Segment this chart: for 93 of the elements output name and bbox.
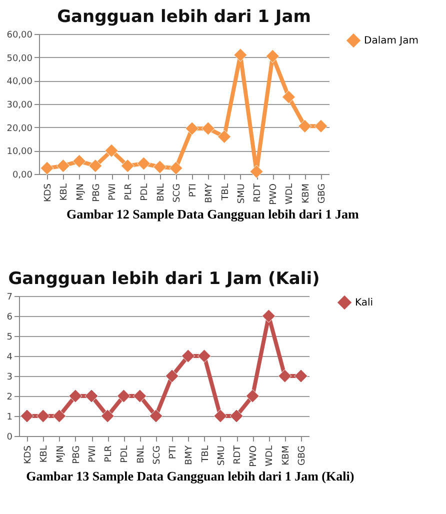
point (185, 122, 199, 136)
x-tick-label: PWO (249, 446, 260, 467)
x-tick-label: KBL (40, 446, 50, 463)
x-tick-label: BMY (184, 445, 195, 465)
point (100, 409, 114, 423)
point (149, 409, 163, 423)
x-tick-label: RDT (233, 445, 243, 464)
y-tick-label: 2 (6, 392, 12, 402)
y-tick-label: 5 (6, 332, 12, 342)
y-tick-label: 20,00 (6, 124, 33, 134)
x-tick-label: PLR (124, 184, 134, 200)
y-tick-label: 10,00 (6, 147, 33, 158)
y-tick-label: 4 (6, 352, 13, 362)
x-tick-label: BMY (204, 183, 215, 203)
point (246, 389, 260, 403)
x-tick-label: PDL (140, 184, 150, 201)
legend-label: Kali (355, 298, 374, 308)
y-tick-label: 30,00 (6, 100, 33, 110)
point (262, 309, 276, 323)
point (181, 349, 195, 363)
x-tick-label: WDL (285, 184, 296, 204)
x-tick-label: SCG (172, 183, 182, 202)
legend-label: Dalam Jam (364, 36, 418, 46)
y-tick-label: 1 (6, 412, 12, 422)
x-tick-label: RDT (253, 183, 263, 202)
point (201, 122, 215, 136)
x-tick-label: TBL (220, 184, 231, 202)
chart-title: Gangguan lebih dari 1 Jam (57, 7, 311, 27)
x-tick-label: PWI (88, 446, 98, 462)
point (298, 119, 312, 133)
x-tick-label: MJN (76, 184, 86, 201)
y-tick-label: 3 (6, 372, 12, 382)
point (20, 409, 34, 423)
point (198, 349, 212, 363)
x-tick-label: PTI (168, 446, 179, 460)
point (282, 90, 296, 104)
x-tick-label: TBL (200, 446, 211, 464)
point (165, 369, 179, 383)
text: Gambar 12 Sample Data Gangguan lebih dari 1 Jam (66, 206, 359, 222)
point (230, 409, 244, 423)
x-tick-label: KBM (281, 446, 292, 466)
x-tick-label: BNL (156, 184, 166, 202)
point (314, 119, 328, 133)
y-tick-label: 0,00 (12, 170, 33, 180)
point (169, 161, 183, 175)
point (84, 389, 98, 403)
y-tick-label: 60,00 (6, 30, 33, 40)
point (294, 369, 308, 383)
x-tick-label: SCG (152, 445, 162, 464)
x-tick-label: SMU (216, 446, 227, 466)
point (133, 389, 147, 403)
x-tick-label: MJN (56, 446, 66, 463)
x-tick-label: PLR (104, 446, 114, 462)
point (88, 159, 102, 173)
point (214, 409, 228, 423)
point (234, 48, 248, 62)
x-tick-label: GBG (297, 445, 308, 466)
y-tick-label: 40,00 (6, 77, 33, 88)
point (104, 144, 118, 158)
chart-title: Gangguan lebih dari 1 Jam (Kali) (8, 269, 320, 289)
x-tick-label: GBG (317, 183, 328, 204)
x-tick-label: PDL (120, 446, 130, 463)
point (68, 389, 82, 403)
point (153, 160, 167, 174)
point (72, 154, 86, 168)
x-tick-label: KBM (301, 184, 312, 204)
x-tick-label: SMU (236, 184, 247, 204)
point (120, 159, 134, 173)
point (52, 409, 66, 423)
x-tick-label: BNL (136, 446, 146, 464)
x-tick-label: PWI (108, 184, 118, 200)
x-tick-label: KDS (24, 445, 34, 464)
point (36, 409, 50, 423)
x-tick-label: PWO (269, 184, 280, 205)
x-tick-label: KBL (60, 184, 70, 201)
point (278, 369, 292, 383)
point (40, 161, 54, 175)
point (56, 159, 70, 173)
x-tick-label: PBG (72, 445, 82, 464)
x-tick-label: PTI (188, 184, 199, 198)
x-tick-label: KDS (44, 183, 54, 202)
text: Gambar 13 Sample Data Gangguan lebih dari 1 Jam (Kali) (26, 468, 354, 484)
point (266, 49, 280, 63)
x-tick-label: WDL (265, 446, 276, 466)
point (116, 389, 130, 403)
x-tick-label: PBG (92, 183, 102, 202)
point (218, 130, 232, 144)
y-tick-label: 0 (6, 432, 13, 442)
y-tick-label: 6 (6, 312, 13, 322)
y-tick-label: 50,00 (6, 54, 33, 64)
point (250, 164, 264, 178)
point (136, 156, 150, 170)
y-tick-label: 7 (6, 292, 12, 302)
